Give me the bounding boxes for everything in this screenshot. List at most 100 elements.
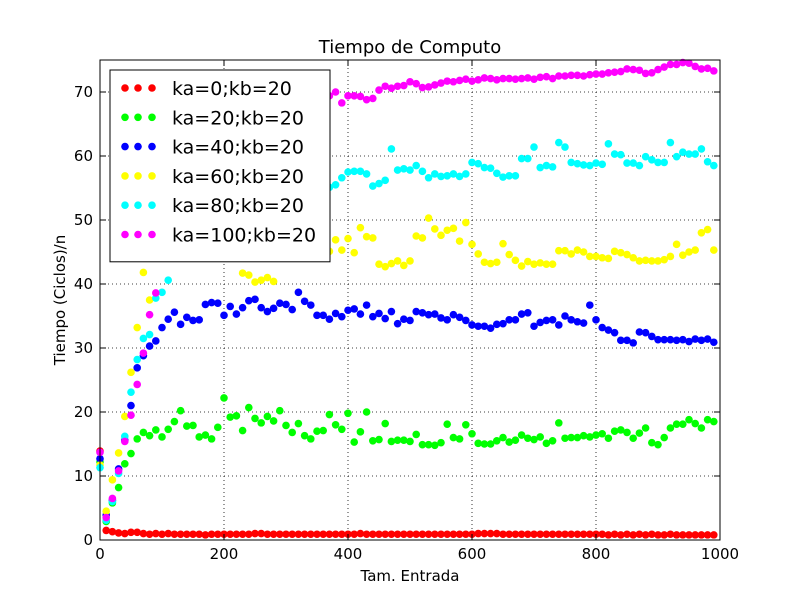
data-point [344, 168, 352, 176]
data-point [412, 530, 421, 539]
data-point [660, 433, 668, 442]
data-point [238, 426, 247, 435]
data-point [530, 143, 538, 151]
data-point [338, 312, 346, 321]
data-point [245, 403, 253, 412]
data-point [629, 339, 637, 347]
data-point [263, 412, 272, 421]
data-point [697, 145, 706, 153]
data-point [449, 433, 458, 442]
data-point [548, 437, 557, 445]
data-point [548, 74, 557, 83]
legend-marker [134, 142, 142, 151]
data-point [431, 170, 439, 178]
legend-item: ka=80;kb=20 [121, 195, 304, 217]
data-point [418, 309, 427, 317]
data-point [189, 421, 197, 430]
data-point [660, 531, 668, 539]
data-point [400, 530, 408, 539]
data-point [356, 310, 365, 318]
data-point [455, 313, 464, 322]
data-point [313, 530, 321, 539]
data-point [542, 161, 551, 170]
data-point [586, 70, 594, 79]
data-point [133, 528, 141, 537]
data-point [195, 530, 203, 539]
data-point [164, 276, 172, 284]
data-point [486, 259, 495, 268]
data-point [672, 152, 681, 161]
data-point [586, 433, 594, 441]
data-point [400, 436, 408, 444]
data-point [455, 237, 464, 245]
data-point [573, 317, 582, 326]
data-point [617, 531, 625, 539]
data-point [474, 529, 483, 538]
data-point [499, 433, 507, 442]
data-point [418, 440, 427, 449]
data-point [263, 273, 272, 282]
data-point [145, 530, 154, 539]
data-point [350, 92, 359, 100]
data-point [511, 316, 520, 324]
data-point [493, 320, 501, 329]
data-point [685, 59, 693, 67]
data-point [424, 440, 433, 449]
data-point [331, 530, 340, 539]
data-point [387, 530, 396, 539]
data-point [338, 425, 346, 434]
data-point [480, 322, 489, 331]
data-point [697, 65, 706, 73]
data-point [263, 307, 272, 316]
data-point [189, 530, 197, 539]
data-point [586, 161, 594, 170]
data-point [449, 310, 458, 319]
data-point [586, 301, 594, 309]
data-point [524, 530, 532, 539]
data-point [468, 158, 476, 167]
data-point [449, 77, 458, 86]
data-point [691, 62, 699, 71]
data-point [362, 408, 371, 416]
data-point [431, 530, 439, 539]
y-axis-label: Tiempo (Ciclos)/n [51, 235, 69, 367]
data-point [127, 401, 135, 410]
data-point [530, 75, 538, 83]
data-point [133, 435, 141, 443]
data-point [474, 439, 483, 448]
data-point [517, 262, 526, 270]
data-point [635, 328, 644, 336]
legend-label: ka=20;kb=20 [172, 107, 304, 129]
legend-label: ka=60;kb=20 [172, 166, 304, 188]
data-point [536, 433, 544, 441]
data-point [635, 161, 644, 170]
data-point [176, 406, 185, 415]
data-point [462, 218, 470, 227]
data-point [418, 167, 427, 176]
data-point [524, 154, 532, 163]
legend-marker [134, 201, 142, 209]
y-tick-label: 60 [74, 147, 93, 165]
data-point [257, 276, 266, 284]
data-point [517, 154, 526, 163]
data-point [542, 316, 551, 325]
data-point [424, 530, 433, 539]
data-point [133, 355, 141, 364]
data-point [635, 530, 644, 539]
data-point [648, 156, 656, 164]
data-point [412, 161, 421, 170]
data-point [108, 494, 117, 503]
data-point [307, 530, 315, 539]
data-point [251, 295, 259, 304]
data-point [567, 250, 575, 258]
data-point [542, 530, 551, 539]
data-point [269, 304, 278, 313]
data-point [462, 530, 470, 539]
data-point [369, 530, 377, 539]
data-point [449, 530, 458, 539]
data-point [127, 411, 135, 420]
data-point [381, 419, 390, 428]
data-point [666, 138, 675, 147]
data-point [617, 150, 625, 159]
data-point [424, 310, 433, 319]
